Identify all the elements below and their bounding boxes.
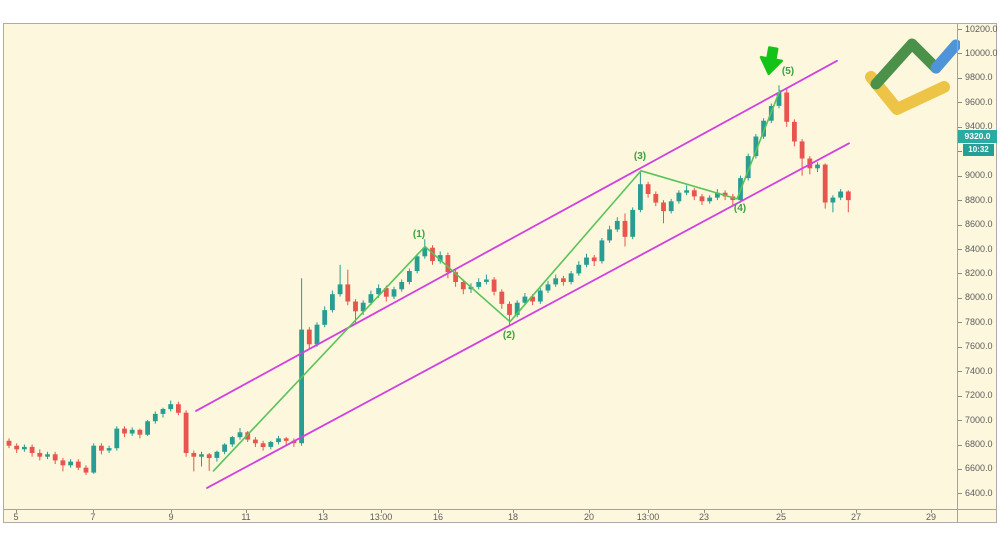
- current-price-label: 9320.0: [958, 129, 997, 143]
- price-tick-label: 6800.0: [965, 439, 993, 449]
- price-tick-label: 8400.0: [965, 243, 993, 254]
- time-tick-label: 29: [925, 512, 937, 522]
- price-tick-label: 9600.0: [965, 96, 993, 107]
- time-tick-label: 7: [90, 512, 96, 522]
- time-tick: [589, 510, 590, 513]
- price-tick-label: 9800.0: [965, 72, 993, 83]
- price-tick-label: 7600.0: [965, 341, 993, 352]
- time-tick: [513, 510, 514, 513]
- price-tick-label: 8800.0: [965, 194, 993, 205]
- candles-layer[interactable]: [6, 85, 851, 475]
- wave-label: (3): [634, 151, 646, 162]
- price-tick: [958, 200, 962, 202]
- price-tick: [958, 29, 962, 30]
- candlestick-plot[interactable]: (1) (2) (3) (4) (5): [4, 24, 957, 509]
- time-axis[interactable]: 5 7 9 11 13 13:00 16 18 20 13:00 23 25 27 29: [4, 509, 996, 522]
- price-tick-label: 8000.0: [965, 292, 993, 303]
- upper-channel-line: [195, 59, 838, 412]
- price-tick: [958, 53, 962, 55]
- price-tick: [958, 420, 962, 421]
- time-tick: [931, 510, 932, 513]
- price-tick-label: 9000.0: [965, 170, 993, 181]
- price-tick: [958, 444, 962, 446]
- price-tick: [958, 224, 962, 226]
- price-tick-label: 7000.0: [965, 414, 993, 425]
- price-tick: [958, 102, 962, 104]
- price-tick-label: 7400.0: [965, 365, 993, 376]
- price-tick: [958, 249, 962, 250]
- price-axis[interactable]: 9320.0 10:32 10200.0 10000.0 9800.0 9600.0 9…: [957, 23, 998, 522]
- time-tick-label: 13: [317, 512, 329, 522]
- price-tick: [958, 322, 962, 324]
- time-tick-label: 13:00: [369, 512, 393, 522]
- time-tick-label: 25: [775, 512, 787, 522]
- price-tick: [958, 151, 962, 153]
- time-tick: [246, 510, 247, 513]
- price-tick: [958, 297, 962, 299]
- time-tick-label: 11: [241, 512, 251, 522]
- wave-label: (2): [503, 330, 515, 341]
- price-tick: [958, 468, 962, 470]
- wave-label: (5): [782, 66, 794, 77]
- time-tick: [16, 510, 17, 513]
- time-tick: [781, 510, 782, 513]
- price-tick-label: 7200.0: [965, 390, 993, 401]
- price-tick: [958, 493, 962, 495]
- price-tick-label: 6400.0: [965, 487, 993, 498]
- wave-label: (1): [413, 229, 425, 240]
- price-tick-label: 7800.0: [965, 316, 993, 327]
- time-tick-label: 18: [507, 512, 519, 522]
- time-tick-label: 13:00: [636, 512, 660, 522]
- price-tick: [958, 273, 962, 275]
- price-tick-label: 10000.0: [965, 47, 998, 58]
- chart-widget: (1) (2) (3) (4) (5) 9320.0 10:32 10200.0 1000…: [3, 23, 998, 523]
- time-tick-label: 20: [583, 512, 595, 522]
- bar-countdown-label: 10:32: [963, 144, 994, 156]
- price-tick: [958, 395, 962, 397]
- price-tick-label: 6600.0: [965, 463, 993, 474]
- time-tick: [438, 510, 439, 513]
- time-tick-label: 5: [13, 512, 19, 522]
- time-tick: [323, 510, 324, 513]
- time-tick: [704, 510, 705, 513]
- logo-line-green: [870, 38, 942, 90]
- channel-lines[interactable]: [195, 59, 850, 489]
- litefinance-logo-icon: [865, 38, 960, 115]
- lower-channel-line: [206, 142, 850, 489]
- price-tick: [958, 175, 962, 177]
- wave-label: (4): [734, 203, 746, 214]
- price-tick: [958, 77, 962, 79]
- time-tick: [381, 510, 382, 513]
- time-tick: [93, 510, 94, 513]
- price-tick-label: 8200.0: [965, 267, 993, 278]
- time-tick-label: 16: [432, 512, 444, 522]
- price-tick-label: 8600.0: [965, 219, 993, 229]
- time-tick: [648, 510, 649, 513]
- price-tick: [958, 371, 962, 373]
- time-tick-label: 27: [850, 512, 862, 522]
- down-arrow-icon[interactable]: [758, 46, 783, 76]
- price-tick: [958, 346, 962, 348]
- time-tick-label: 9: [168, 512, 174, 522]
- price-tick-label: 9400.0: [965, 121, 993, 132]
- price-tick: [958, 126, 962, 128]
- price-tick-label: 10200.0: [965, 23, 998, 34]
- logo-line-blue: [930, 39, 960, 74]
- time-tick: [856, 510, 857, 513]
- time-tick-label: 23: [698, 512, 710, 522]
- elliott-wave-line[interactable]: [212, 89, 781, 472]
- time-tick: [171, 510, 172, 513]
